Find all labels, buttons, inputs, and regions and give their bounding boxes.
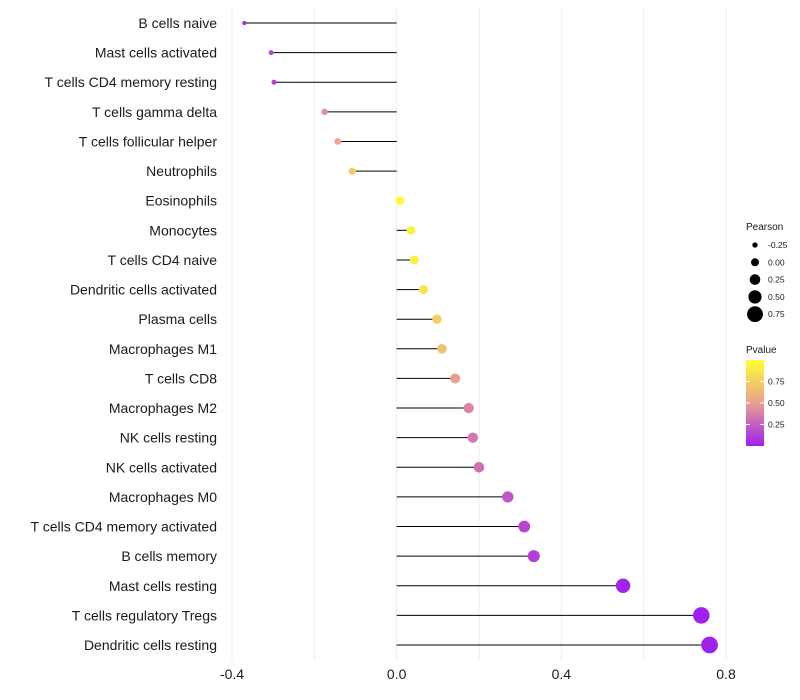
lollipop-dot	[463, 402, 474, 414]
category-label: NK cells activated	[106, 459, 217, 475]
category-label: B cells naive	[138, 15, 217, 31]
lollipop-dot	[409, 255, 419, 265]
x-tick-label: 0.0	[387, 666, 407, 682]
pearson-legend-key	[752, 242, 758, 248]
x-tick-label: 0.4	[552, 666, 572, 682]
x-tick-label: 0.8	[716, 666, 736, 682]
category-label: Plasma cells	[138, 311, 217, 327]
pvalue-legend-title: Pvalue	[746, 345, 777, 356]
lollipop-dot	[432, 314, 442, 324]
pearson-legend-label: -0.25	[768, 240, 788, 250]
category-label: B cells memory	[121, 548, 217, 564]
lollipop-dot	[321, 108, 328, 116]
lollipop-dot	[395, 196, 405, 205]
lollipop-dot	[450, 373, 461, 384]
lollipop-dot	[701, 636, 718, 654]
pearson-legend-key	[748, 290, 762, 304]
pvalue-legend-label: 0.75	[768, 377, 785, 387]
pearson-legend-label: 0.75	[768, 309, 785, 319]
lollipop-dot	[418, 285, 428, 295]
pearson-size-legend: Pearson -0.25 0.00 0.25 0.50 0.75	[746, 222, 788, 323]
lollipop-dot	[467, 432, 479, 443]
lollipop-dot	[693, 607, 710, 624]
pearson-legend-title: Pearson	[746, 222, 783, 233]
pearson-legend-label: 0.25	[768, 275, 785, 285]
category-labels: B cells naive Mast cells activated T cells…	[31, 15, 218, 653]
lollipop-dot	[242, 20, 247, 26]
category-label: Neutrophils	[146, 163, 217, 179]
category-label: Macrophages M2	[109, 400, 217, 416]
category-label: T cells regulatory Tregs	[72, 607, 217, 623]
lollipop-dot	[527, 550, 540, 563]
lollipop-dot	[268, 50, 274, 56]
lollipop-dot	[406, 225, 416, 235]
lollipop-dot	[334, 138, 342, 145]
category-label: T cells follicular helper	[79, 133, 218, 149]
lollipop-dot	[502, 491, 514, 503]
pearson-legend-label: 0.50	[768, 292, 785, 302]
category-label: Macrophages M1	[109, 341, 217, 357]
category-label: Mast cells activated	[95, 45, 217, 61]
category-label: T cells CD4 naive	[108, 252, 218, 268]
lollipop-stems	[244, 22, 710, 646]
pearson-legend-key	[747, 306, 763, 323]
lollipop-dot	[615, 578, 631, 593]
category-label: Mast cells resting	[109, 578, 217, 594]
lollipop-dot	[473, 461, 485, 473]
pvalue-color-legend: Pvalue 0.75 0.50 0.25	[746, 345, 785, 446]
pearson-legend-key	[751, 258, 759, 267]
pearson-legend-key	[749, 274, 761, 285]
pearson-legend-label: 0.00	[768, 257, 785, 267]
category-label: Macrophages M0	[109, 489, 217, 505]
lollipop-dot	[348, 167, 356, 175]
category-label: NK cells resting	[120, 430, 217, 446]
category-label: T cells CD4 memory resting	[45, 74, 217, 90]
pvalue-legend-label: 0.50	[768, 398, 785, 408]
category-label: Monocytes	[149, 222, 217, 238]
category-label: T cells CD4 memory activated	[31, 519, 217, 535]
pvalue-legend-label: 0.25	[768, 420, 785, 430]
category-label: Eosinophils	[145, 193, 217, 209]
grid-lines	[231, 8, 727, 660]
lollipop-dot	[518, 520, 531, 533]
category-label: T cells CD8	[145, 370, 217, 386]
pvalue-colorbar	[746, 360, 764, 446]
category-label: T cells gamma delta	[92, 104, 217, 120]
category-label: Dendritic cells activated	[70, 282, 217, 298]
lollipop-dots	[242, 20, 718, 654]
x-tick-label: -0.4	[220, 666, 244, 682]
lollipop-dot	[437, 344, 447, 354]
category-label: Dendritic cells resting	[84, 637, 217, 653]
lollipop-dot	[271, 79, 277, 85]
x-axis-ticks: -0.4 0.0 0.4 0.8	[220, 666, 736, 682]
